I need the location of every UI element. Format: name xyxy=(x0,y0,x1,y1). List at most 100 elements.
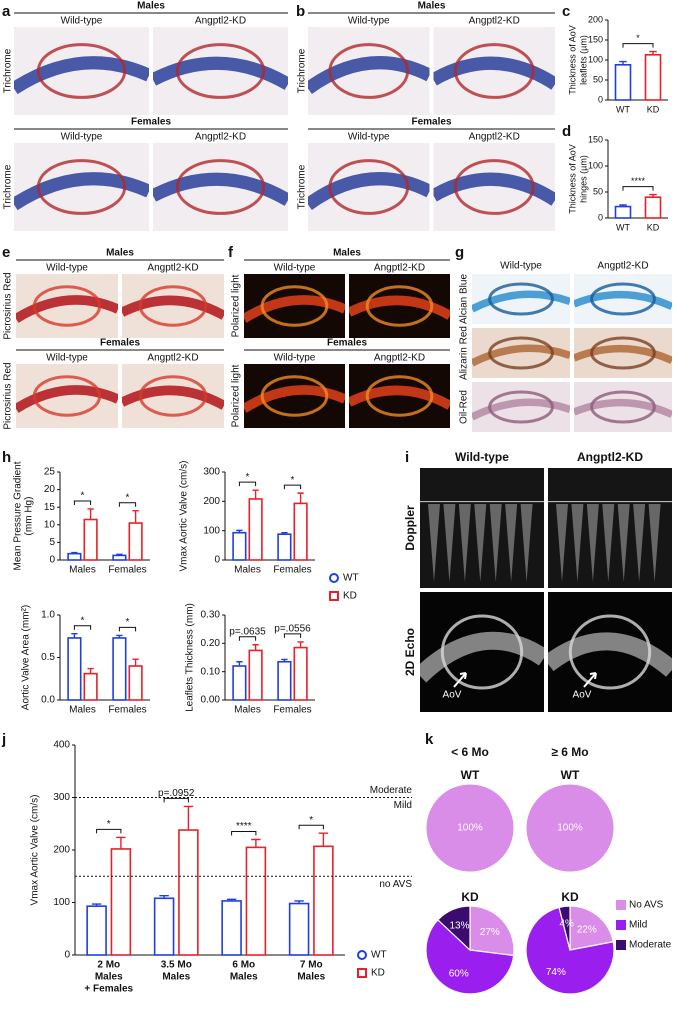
sig-bracket xyxy=(283,484,302,490)
tissue xyxy=(574,398,672,418)
y-tick-label: 200 xyxy=(53,845,70,856)
y-tick-label: 0.10 xyxy=(201,666,221,677)
pie-label: 22% xyxy=(577,924,597,935)
sig-label: * xyxy=(309,815,313,826)
tissue xyxy=(138,285,208,327)
error-bar xyxy=(281,532,288,535)
y-axis-label: Leaflets Thickness (mm) xyxy=(185,603,196,712)
column-label: Angptl2-KD xyxy=(147,353,198,364)
doppler-trace xyxy=(520,504,533,582)
pie-label: 27% xyxy=(480,927,500,938)
bar xyxy=(67,637,82,701)
y-tick-label: 300 xyxy=(53,792,70,803)
sig-label: p=.0952 xyxy=(158,788,195,799)
legend-label: Moderate xyxy=(629,940,672,951)
panel-letter: a xyxy=(2,3,11,20)
pie-title: KD xyxy=(561,890,579,904)
sig-bracket xyxy=(298,824,324,830)
stain-label: Polarized light xyxy=(231,364,242,427)
group-label: Males xyxy=(333,248,361,259)
sig-label: * xyxy=(126,492,130,503)
stain-label: Trichrome xyxy=(297,164,308,209)
error-bar xyxy=(226,898,237,901)
legend-label: No AVS xyxy=(629,900,664,911)
y-tick-label: 200 xyxy=(588,14,603,24)
bar xyxy=(110,848,132,956)
sig-label: * xyxy=(107,819,111,830)
panel-letter: b xyxy=(296,3,305,20)
tissue xyxy=(36,159,127,215)
sig-bracket xyxy=(622,43,654,48)
column-label: < 6 Mo xyxy=(451,745,489,759)
y-tick-label: 0 xyxy=(598,212,603,222)
error-bar xyxy=(251,838,261,848)
bar xyxy=(644,53,662,101)
pie-slice xyxy=(425,783,515,873)
column-label: Wild-type xyxy=(455,450,509,464)
y-tick-label: 15 xyxy=(44,502,56,513)
column-label: Angptl2-KD xyxy=(597,261,648,272)
tissue xyxy=(153,56,288,90)
panel-letter: g xyxy=(455,244,464,261)
y-tick-label: 0 xyxy=(64,950,70,961)
bar xyxy=(232,665,247,701)
y-tick-label: 0.30 xyxy=(201,610,221,621)
pie-label: 60% xyxy=(449,969,469,980)
y-axis-label: Thickness of AoV xyxy=(567,25,577,95)
doppler-trace xyxy=(443,504,456,582)
tissue xyxy=(472,398,570,421)
tissue xyxy=(574,290,672,310)
x-tick-label: + Females xyxy=(84,984,133,995)
tissue xyxy=(548,632,672,677)
sig-bracket xyxy=(73,500,92,505)
column-label: Angptl2-KD xyxy=(577,450,643,464)
y-axis-label: (mm Hg) xyxy=(24,497,35,536)
x-tick-label: Females xyxy=(273,565,311,576)
panel-letter: e xyxy=(2,244,10,261)
y-axis-label: leaflets (µm) xyxy=(578,35,588,85)
legend-label: Mild xyxy=(629,920,647,931)
sig-bracket xyxy=(283,633,302,638)
tissue xyxy=(488,390,554,424)
pie-slice xyxy=(425,919,515,995)
tissue xyxy=(440,614,524,690)
error-bar xyxy=(236,529,243,533)
bar xyxy=(313,845,334,956)
tissue xyxy=(175,159,266,215)
sig-label: p=.0635 xyxy=(229,626,266,637)
pie-label: 100% xyxy=(557,823,583,834)
group-label: Males xyxy=(106,248,134,259)
doppler-trace xyxy=(617,504,630,582)
y-tick-label: 0.0 xyxy=(41,695,55,706)
y-axis-label: Mean Pressure Gradient xyxy=(13,461,24,570)
bar xyxy=(86,905,107,956)
sig-label: * xyxy=(81,615,85,626)
tissue xyxy=(260,285,329,327)
bar xyxy=(644,196,662,219)
tissue xyxy=(36,43,127,99)
x-tick-label: Males xyxy=(297,972,325,983)
tissue xyxy=(244,385,345,413)
bar xyxy=(112,637,127,701)
legend-marker xyxy=(357,968,367,978)
tissue xyxy=(365,375,434,417)
sig-bracket xyxy=(163,797,189,803)
doppler-trace xyxy=(586,504,599,582)
sig-bracket xyxy=(238,481,257,487)
error-bar xyxy=(252,644,259,651)
tissue xyxy=(32,375,102,417)
error-bar xyxy=(116,634,123,638)
column-label: Angptl2-KD xyxy=(469,132,520,143)
doppler-trace xyxy=(428,504,440,582)
tissue xyxy=(122,295,224,320)
doppler-trace xyxy=(505,504,518,582)
x-tick-label: WT xyxy=(616,104,630,114)
y-axis-label: Thickness of AoV xyxy=(567,144,577,214)
bar xyxy=(221,900,242,956)
group-label: Females xyxy=(100,338,140,349)
legend-label: WT xyxy=(371,950,387,961)
bar xyxy=(248,498,263,561)
tissue xyxy=(308,56,430,94)
group-label: Females xyxy=(131,117,171,128)
row-label: 2D Echo xyxy=(403,628,417,676)
